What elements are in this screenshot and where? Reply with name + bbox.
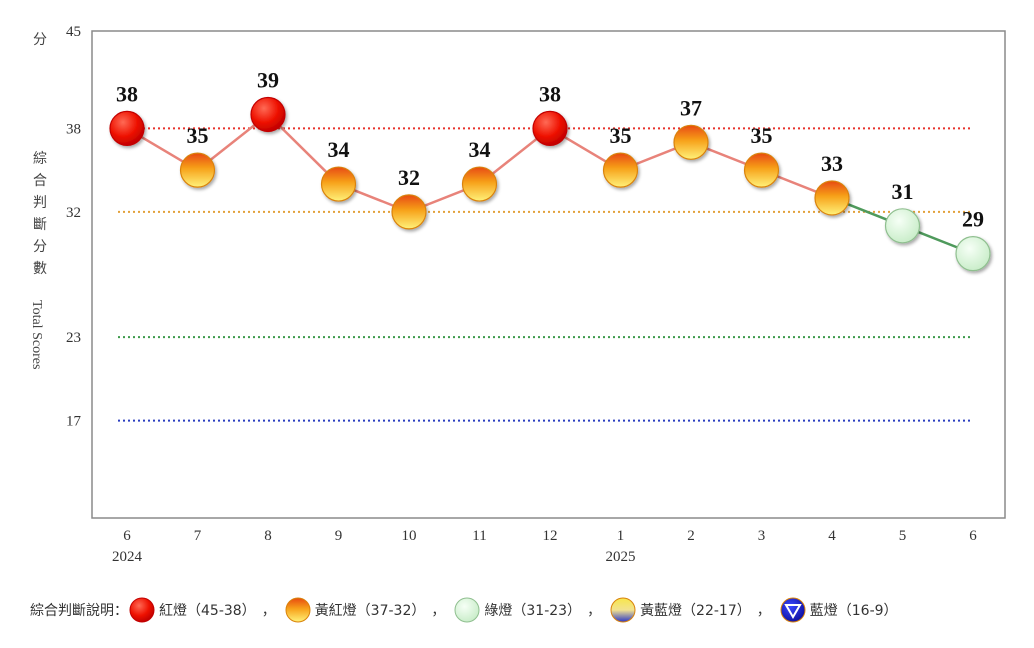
y-axis-label-char: 分 [33, 239, 47, 255]
data-label: 33 [821, 151, 843, 176]
y-tick-38: 38 [66, 121, 81, 137]
x-tick-label: 7 [194, 528, 202, 544]
data-label: 34 [469, 137, 491, 162]
legend-item-label: 黃藍燈（22-17） [640, 603, 751, 619]
x-tick-label: 1 [617, 528, 625, 544]
legend-item-label: 黃紅燈（37-32） [314, 603, 426, 619]
data-point-yellow_red [743, 152, 780, 188]
y-axis-label-char: 判 [33, 195, 47, 211]
y-axis-label-char: 合 [33, 173, 47, 189]
y-tick-32: 32 [66, 205, 81, 221]
x-tick-label: 8 [264, 528, 272, 544]
legend-item-yellow_blue: 黃藍燈（22-17） [609, 596, 751, 624]
data-label: 34 [328, 137, 350, 162]
data-point-yellow_red [320, 166, 357, 202]
y-axis-label-char: 斷 [33, 217, 47, 233]
data-label: 35 [610, 123, 632, 148]
y-axis-label-char: 綜 [33, 151, 47, 167]
y-axis-label-char: 數 [33, 261, 47, 277]
legend-separator: ， [756, 603, 771, 619]
x-tick-label: 6 [123, 528, 131, 544]
data-label: 39 [257, 67, 279, 92]
legend-separator: ， [587, 603, 602, 619]
x-tick-label: 11 [472, 528, 486, 544]
x-tick-label: 10 [402, 528, 417, 544]
y-tick-23: 23 [66, 330, 81, 346]
x-tick-label: 6 [969, 528, 977, 544]
x-tick-label: 9 [335, 528, 343, 544]
legend-item-blue: 藍燈（16-9） [779, 596, 898, 624]
data-label: 32 [398, 165, 420, 190]
legend-item-label: 綠燈（31-23） [484, 603, 582, 619]
data-label: 35 [751, 123, 773, 148]
x-tick-label: 4 [828, 528, 836, 544]
data-point-yellow_red [602, 152, 639, 188]
data-point-yellow_red [391, 194, 427, 230]
score-series: 38 35 39 34 32 34 38 35 37 35 33 31 29 [109, 67, 991, 272]
data-label: 37 [680, 95, 702, 120]
legend-item-green: 綠燈（31-23） [453, 596, 581, 624]
yellow_blue-signal-icon [610, 597, 636, 623]
data-point-red [532, 110, 568, 146]
data-label: 29 [962, 207, 984, 232]
x-year-label: 2025 [606, 549, 636, 565]
legend-title: 綜合判斷說明： [30, 603, 128, 619]
legend-item-label: 紅燈（45-38） [159, 603, 256, 619]
yellow_red-signal-icon [285, 597, 311, 623]
red-signal-icon [129, 597, 155, 623]
legend: 綜合判斷說明： 紅燈（45-38） ， 黃紅燈（37-32） ， 綠燈（31-23） ， 黃… [30, 592, 898, 628]
y-tick-45: 45 [66, 24, 81, 40]
data-point-green [955, 236, 991, 272]
data-label: 38 [539, 81, 561, 106]
y-tick-labels: 45 38 32 23 17 [66, 24, 82, 430]
green-signal-icon [454, 597, 480, 623]
data-point-yellow_red [673, 124, 709, 160]
data-point-yellow_red [461, 166, 498, 202]
y-axis-label-english: Total Scores [29, 300, 44, 369]
y-unit-label: 分 [33, 32, 47, 48]
legend-item-label: 藍燈（16-9） [809, 603, 898, 619]
x-tick-label: 5 [899, 528, 907, 544]
legend-separator: ， [431, 603, 446, 619]
x-tick-label: 12 [543, 528, 558, 544]
legend-item-red: 紅燈（45-38） [128, 596, 256, 624]
legend-item-yellow_red: 黃紅燈（37-32） [284, 596, 426, 624]
y-tick-17: 17 [66, 414, 82, 430]
data-label: 35 [187, 123, 209, 148]
data-point-red [109, 110, 145, 146]
data-label: 31 [892, 179, 914, 204]
data-point-green [884, 208, 921, 244]
data-label: 38 [116, 81, 138, 106]
x-tick-label: 3 [758, 528, 766, 544]
x-year-label: 2024 [112, 549, 143, 565]
legend-separator: ， [261, 603, 276, 619]
data-point-yellow_red [179, 152, 216, 188]
legend-items: 紅燈（45-38） ， 黃紅燈（37-32） ， 綠燈（31-23） ， 黃藍燈（22-17… [128, 596, 898, 624]
blue-signal-icon [780, 597, 806, 623]
x-tick-label: 2 [687, 528, 695, 544]
data-point-red [250, 96, 286, 133]
data-point-yellow_red [814, 180, 850, 216]
